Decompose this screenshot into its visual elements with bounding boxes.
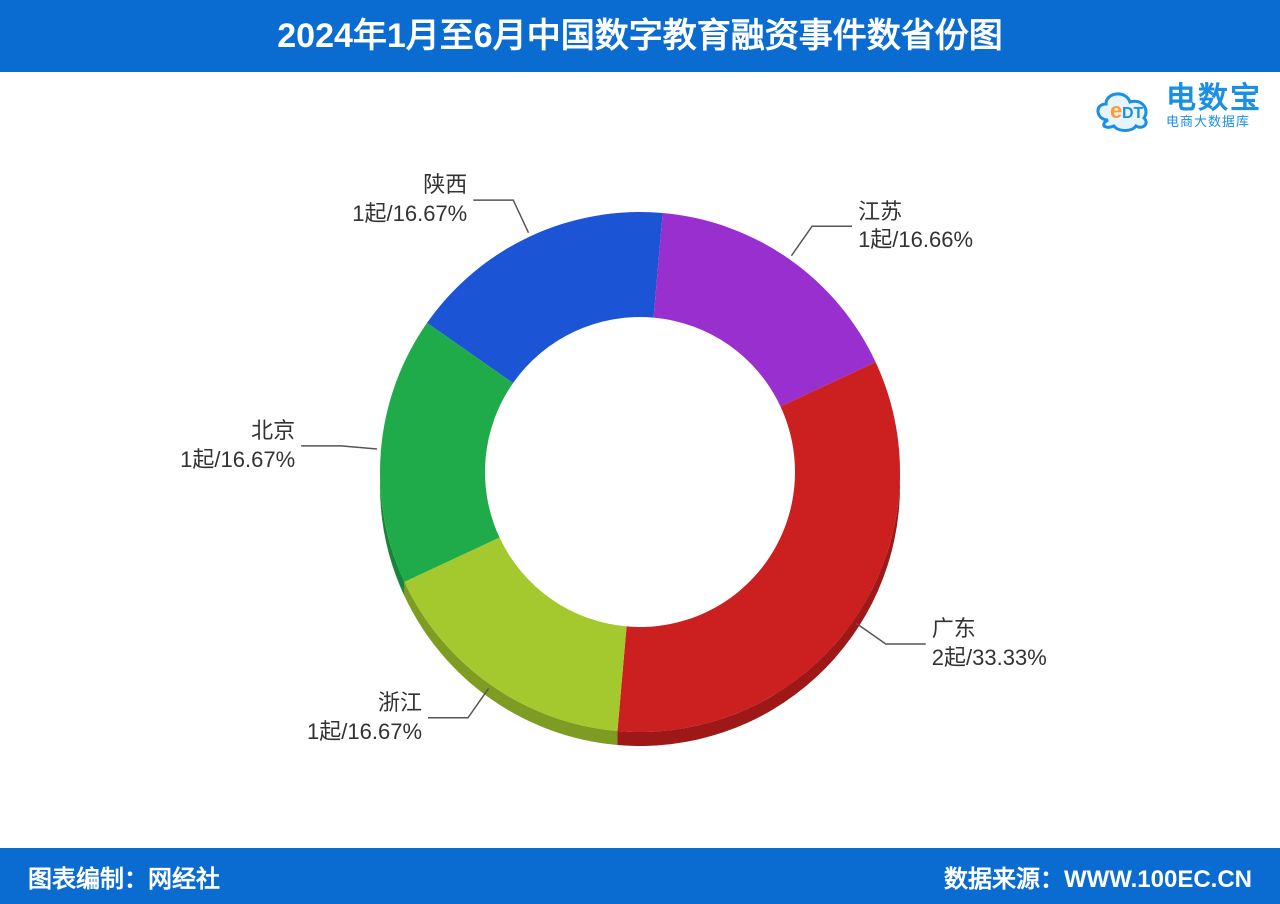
slice-江苏 bbox=[654, 213, 876, 406]
slice-label-北京: 北京1起/16.67% bbox=[180, 417, 295, 474]
chart-area: e DT 电数宝 电商大数据库 陕西1起/16.67%江苏1起/16.66%广东… bbox=[0, 72, 1280, 848]
title-bar: 2024年1月至6月中国数字教育融资事件数省份图 bbox=[0, 0, 1280, 72]
slice-label-江苏: 江苏1起/16.66% bbox=[858, 198, 973, 255]
footer-left-text: 图表编制：网经社 bbox=[28, 859, 220, 894]
chart-title: 2024年1月至6月中国数字教育融资事件数省份图 bbox=[277, 17, 1002, 55]
slice-label-广东: 广东2起/33.33% bbox=[932, 615, 1047, 672]
footer-bar: 图表编制：网经社 数据来源：WWW.100EC.CN bbox=[0, 848, 1280, 904]
slice-label-浙江: 浙江1起/16.67% bbox=[307, 689, 422, 746]
slice-label-陕西: 陕西1起/16.67% bbox=[352, 171, 467, 228]
slice-广东 bbox=[617, 362, 900, 732]
footer-right-text: 数据来源：WWW.100EC.CN bbox=[944, 859, 1252, 894]
